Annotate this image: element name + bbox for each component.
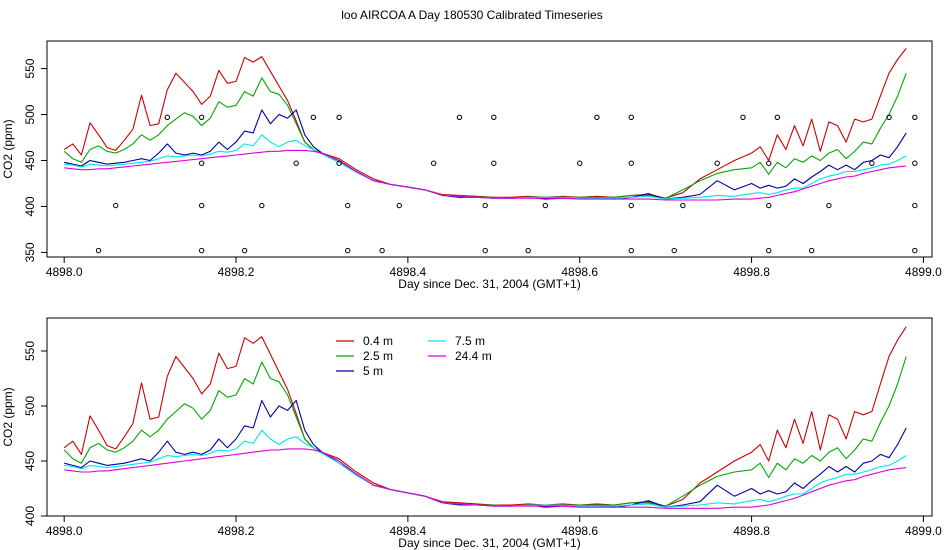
x-tick-label: 4898.6 bbox=[561, 524, 598, 538]
data-marker bbox=[482, 202, 488, 209]
data-marker bbox=[628, 202, 634, 209]
data-marker bbox=[680, 202, 686, 209]
data-marker bbox=[345, 202, 351, 209]
series-line-0-4-m bbox=[63, 48, 907, 199]
data-marker bbox=[826, 202, 832, 209]
legend-label: 0.4 m bbox=[363, 334, 393, 348]
data-marker bbox=[912, 202, 918, 209]
data-marker bbox=[766, 247, 772, 254]
data-marker bbox=[671, 247, 677, 254]
data-marker bbox=[740, 114, 746, 120]
data-marker bbox=[491, 160, 497, 166]
y-tick-label: 450 bbox=[23, 150, 37, 170]
data-marker bbox=[310, 114, 317, 120]
data-marker bbox=[594, 114, 600, 120]
series-line-2-5-m bbox=[63, 356, 907, 507]
data-marker bbox=[336, 114, 342, 120]
series-line-5-m bbox=[64, 109, 907, 200]
data-marker bbox=[259, 202, 265, 209]
series-line-24-4-m bbox=[64, 149, 907, 201]
data-marker bbox=[164, 114, 170, 120]
y-tick-label: 350 bbox=[23, 242, 37, 262]
data-marker bbox=[491, 114, 497, 120]
data-marker bbox=[198, 247, 205, 254]
data-marker bbox=[912, 114, 918, 120]
data-marker bbox=[113, 202, 119, 209]
data-marker bbox=[482, 247, 488, 254]
top-panel: 4898.0 4898.2 4898.4 4898.6 4898.8 4899.0 350 4… bbox=[1, 40, 942, 291]
data-marker bbox=[869, 160, 875, 166]
data-marker bbox=[542, 202, 549, 209]
data-marker bbox=[628, 160, 634, 166]
x-tick-label: 4898.6 bbox=[561, 265, 598, 279]
x-axis-label: Day since Dec. 31, 2004 (GMT+1) bbox=[398, 536, 580, 550]
y-tick-label: 550 bbox=[23, 58, 37, 78]
data-marker bbox=[577, 160, 583, 166]
y-tick-label: 500 bbox=[23, 104, 37, 124]
y-axis-label: CO2 (ppm) bbox=[1, 119, 15, 178]
bottom-panel: 4898.0 4898.2 4898.4 4898.6 4898.8 4899.0 400 4… bbox=[1, 317, 942, 550]
x-tick-label: 4898.2 bbox=[218, 524, 255, 538]
data-marker bbox=[628, 114, 634, 120]
data-marker bbox=[456, 114, 463, 120]
plot-frame bbox=[46, 40, 933, 258]
x-tick-label: 4898.0 bbox=[46, 265, 83, 279]
data-marker bbox=[379, 247, 385, 254]
data-marker bbox=[525, 247, 531, 254]
data-marker bbox=[628, 247, 634, 254]
data-marker bbox=[912, 160, 918, 166]
legend-label: 24.4 m bbox=[455, 349, 492, 363]
x-tick-label: 4898.8 bbox=[733, 524, 770, 538]
y-tick-label: 400 bbox=[23, 196, 37, 216]
data-marker bbox=[886, 114, 892, 120]
y-tick-label: 550 bbox=[23, 341, 37, 361]
figure-title: loo AIRCOA A Day 180530 Calibrated Times… bbox=[341, 8, 602, 22]
plot-area bbox=[63, 326, 907, 509]
x-tick-label: 4898.2 bbox=[218, 265, 255, 279]
y-tick-label: 450 bbox=[23, 451, 37, 471]
data-marker bbox=[198, 160, 205, 166]
legend-label: 5 m bbox=[363, 364, 383, 378]
data-marker bbox=[95, 247, 102, 254]
data-marker bbox=[774, 114, 781, 120]
data-marker bbox=[396, 202, 402, 209]
data-marker bbox=[912, 247, 918, 254]
data-marker bbox=[198, 202, 205, 209]
data-marker bbox=[345, 247, 351, 254]
series-line-5-m bbox=[64, 399, 907, 508]
plot-frame bbox=[46, 317, 933, 517]
series-line-7-5-m bbox=[64, 134, 907, 200]
data-marker bbox=[430, 160, 437, 166]
data-marker bbox=[241, 247, 248, 254]
y-tick-label: 500 bbox=[23, 396, 37, 416]
x-axis-label: Day since Dec. 31, 2004 (GMT+1) bbox=[398, 277, 580, 291]
plot-area bbox=[63, 48, 918, 254]
x-tick-label: 4898.4 bbox=[390, 265, 427, 279]
x-tick-label: 4899.0 bbox=[905, 265, 942, 279]
series-line-24-4-m bbox=[64, 448, 907, 509]
x-tick-label: 4898.0 bbox=[46, 524, 83, 538]
y-tick-label: 400 bbox=[23, 506, 37, 526]
data-marker bbox=[766, 202, 772, 209]
legend-label: 2.5 m bbox=[363, 349, 393, 363]
x-tick-label: 4898.8 bbox=[733, 265, 770, 279]
x-tick-label: 4898.4 bbox=[390, 524, 427, 538]
y-axis-label: CO2 (ppm) bbox=[1, 387, 15, 446]
data-marker bbox=[766, 160, 772, 166]
legend-label: 7.5 m bbox=[455, 334, 485, 348]
data-marker bbox=[714, 160, 720, 166]
data-marker bbox=[198, 114, 205, 120]
data-marker bbox=[336, 160, 342, 166]
data-marker bbox=[809, 247, 815, 254]
series-line-7-5-m bbox=[64, 429, 907, 508]
x-tick-label: 4899.0 bbox=[905, 524, 942, 538]
series-line-2-5-m bbox=[63, 73, 907, 199]
data-marker bbox=[293, 160, 299, 166]
